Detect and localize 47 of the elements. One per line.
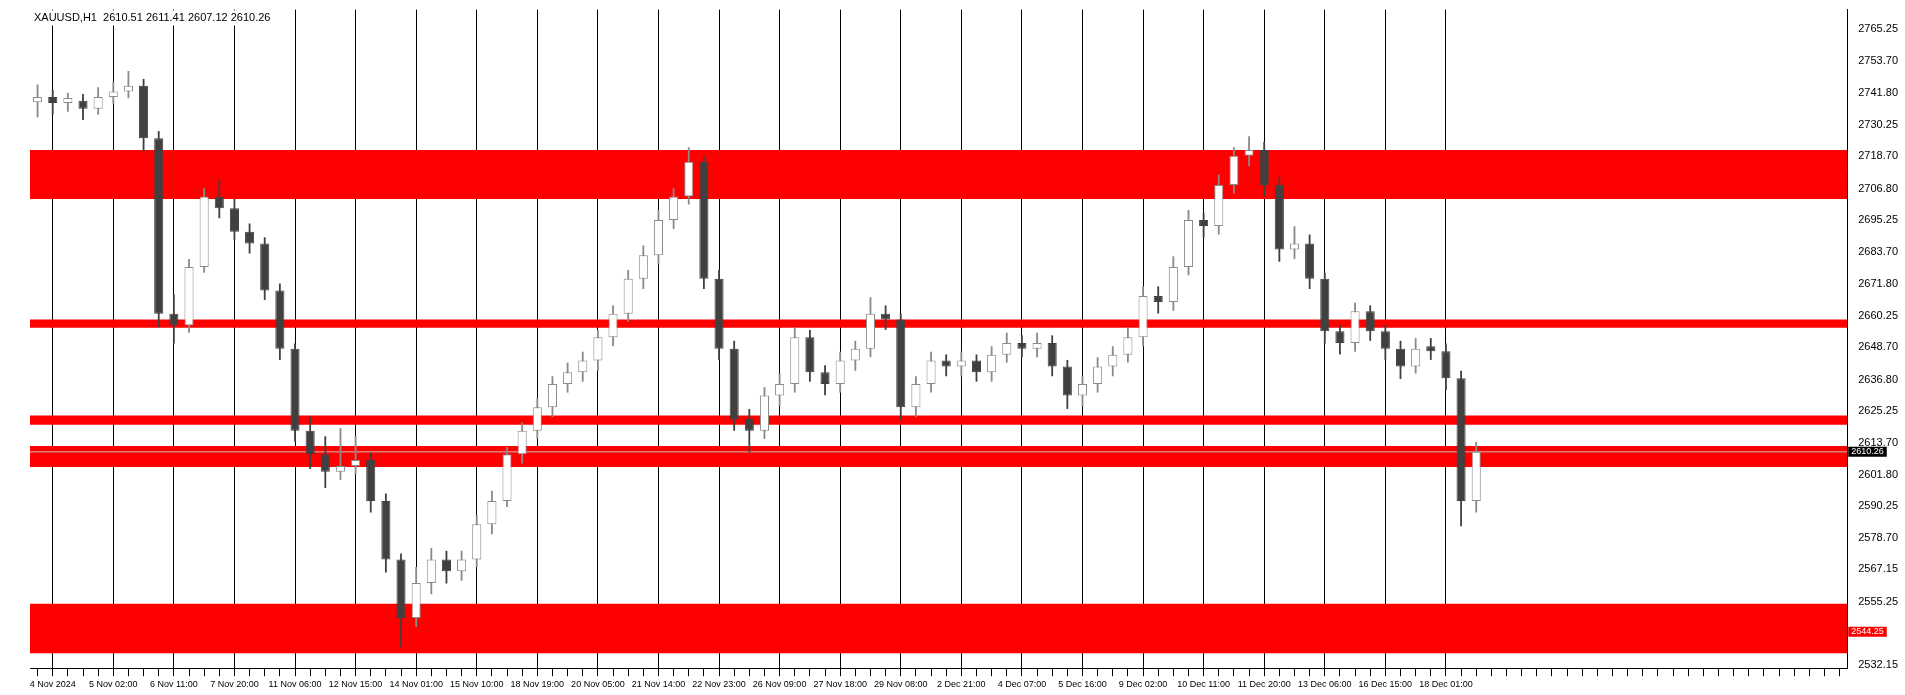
y-tick-label: 2532.15 [1858,657,1898,670]
x-tick-label: 5 Dec 16:00 [1058,679,1107,690]
x-tick-label: 13 Dec 06:00 [1298,679,1352,690]
x-tick-label: 26 Nov 09:00 [752,679,807,690]
x-tick-label: 9 Dec 02:00 [1118,679,1168,690]
x-tick-label: 6 Nov 11:00 [149,679,198,690]
x-tick-label: 2 Dec 21:00 [937,679,986,690]
y-tick-label: 2706.80 [1858,181,1898,194]
x-tick-label: 10 Dec 11:00 [1177,679,1231,690]
x-tick-label: 4 Nov 2024 [29,679,76,690]
y-tick-label: 2683.70 [1858,244,1898,257]
x-tick-label: 21 Nov 14:00 [631,679,686,690]
x-tick-label: 12 Nov 15:00 [328,679,383,690]
x-tick-label: 7 Nov 20:00 [210,679,259,690]
x-tick-label: 22 Nov 23:00 [692,679,746,690]
x-tick-label: 18 Nov 19:00 [510,679,565,690]
y-tick-label: 2695.25 [1858,213,1898,226]
y-tick-label: 2741.80 [1858,86,1898,99]
x-tick-label: 18 Dec 01:00 [1419,679,1473,690]
ref-line-label: 2544.25 [1851,626,1884,637]
y-tick-label: 2578.70 [1858,530,1898,543]
y-tick-label: 2648.70 [1858,340,1898,353]
y-tick-label: 2765.25 [1858,22,1898,35]
x-tick-label: 16 Dec 15:00 [1358,679,1413,690]
x-tick-label: 20 Nov 05:00 [571,679,625,690]
x-tick-label: 14 Nov 01:00 [389,679,443,690]
y-tick-label: 2660.25 [1858,308,1898,321]
ref-line-label: 2610.26 [1851,446,1884,457]
x-tick-label: 11 Dec 20:00 [1237,679,1291,690]
x-tick-label: 29 Nov 08:00 [873,679,928,690]
x-tick-label: 15 Nov 10:00 [449,679,504,690]
x-tick-label: 5 Nov 02:00 [89,679,138,690]
y-tick-label: 2718.70 [1858,149,1898,162]
y-tick-label: 2730.25 [1858,117,1898,130]
x-tick-label: 4 Dec 07:00 [997,679,1047,690]
y-tick-label: 2555.25 [1858,594,1898,607]
y-tick-label: 2590.25 [1858,499,1898,512]
y-tick-label: 2753.70 [1858,53,1898,66]
x-tick-label: 11 Nov 06:00 [268,679,322,690]
x-tick-label: 27 Nov 18:00 [813,679,867,690]
y-tick-label: 2636.80 [1858,372,1898,385]
chart-title: XAUUSD,H1 2610.51 2611.41 2607.12 2610.26 [34,11,271,24]
y-tick-label: 2671.80 [1858,277,1898,290]
y-tick-label: 2613.70 [1858,435,1898,448]
y-tick-label: 2625.25 [1858,404,1898,417]
y-tick-label: 2601.80 [1858,467,1898,480]
y-tick-label: 2567.15 [1858,562,1898,575]
